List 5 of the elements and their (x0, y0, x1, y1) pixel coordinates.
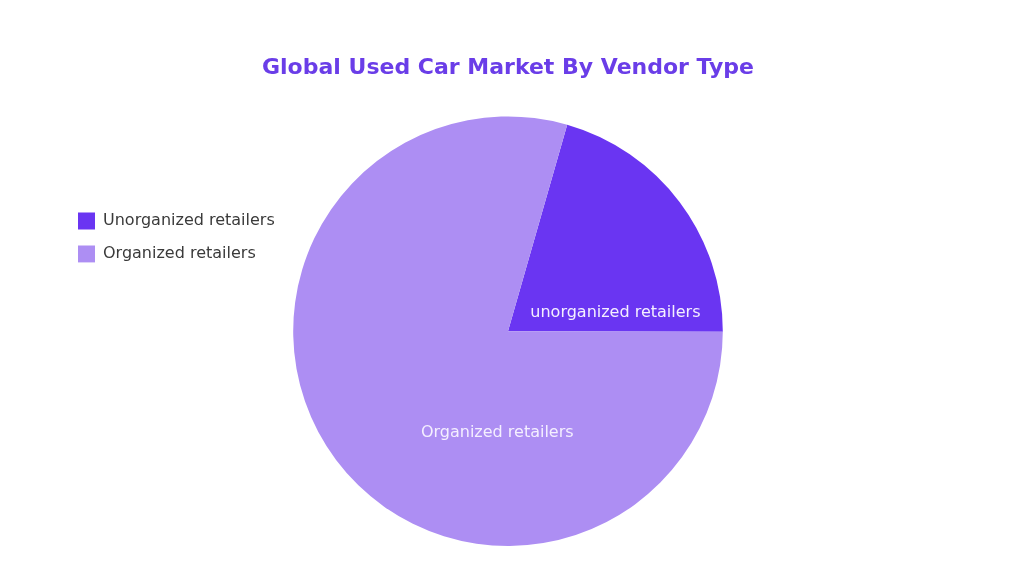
legend-label: Unorganized retailers (103, 210, 275, 230)
legend-label: Organized retailers (103, 243, 256, 263)
data-label: unorganized retailers (530, 302, 701, 322)
chart-title: Global Used Car Market By Vendor Type (262, 53, 754, 79)
data-label: Organized retailers (420, 422, 574, 442)
